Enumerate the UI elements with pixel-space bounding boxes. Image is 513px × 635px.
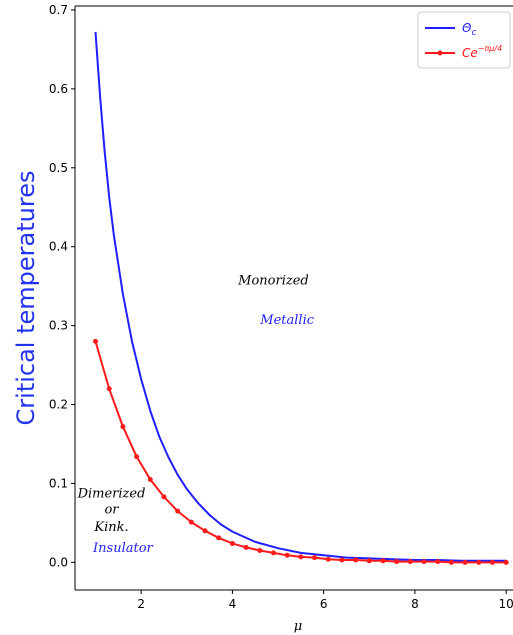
series-point-fit xyxy=(394,559,400,565)
y-axis-label: Critical temperatures xyxy=(12,171,40,426)
series-point-fit xyxy=(448,559,454,565)
y-tick-label: 0.0 xyxy=(49,555,68,569)
legend-marker-fit xyxy=(437,50,443,56)
series-point-fit xyxy=(353,557,359,563)
y-tick-label: 0.5 xyxy=(49,161,68,175)
y-tick-label: 0.6 xyxy=(49,82,68,96)
series-point-fit xyxy=(270,550,276,556)
series-point-fit xyxy=(462,559,468,565)
x-tick-label: 4 xyxy=(229,597,237,611)
series-line-theta xyxy=(94,31,507,562)
annotation-label: Kink. xyxy=(93,520,128,535)
series-point-fit xyxy=(298,554,304,560)
annotation-label: Insulator xyxy=(92,541,154,556)
legend: Θc Ce−πμ/4 xyxy=(417,11,511,69)
plot-area xyxy=(75,6,513,590)
series-point-fit xyxy=(366,558,372,564)
x-axis-ticks: 2 4 6 8 10 xyxy=(137,590,513,611)
series-point-fit xyxy=(202,528,208,534)
series-point-fit xyxy=(503,559,509,565)
x-axis-label: μ xyxy=(294,619,302,634)
series-point-fit xyxy=(229,540,235,546)
series-point-fit xyxy=(407,559,413,565)
annotation-label: Metallic xyxy=(259,313,314,328)
series-point-fit xyxy=(134,454,140,460)
series-point-fit xyxy=(435,559,441,565)
series-point-fit xyxy=(93,338,99,344)
y-tick-label: 0.2 xyxy=(49,398,68,412)
series-point-fit xyxy=(161,494,167,500)
series-point-fit xyxy=(476,559,482,565)
series-point-fit xyxy=(489,559,495,565)
y-axis-ticks: 0.0 0.1 0.2 0.3 0.4 0.5 0.6 0.7 xyxy=(49,3,75,569)
series-point-fit xyxy=(106,386,112,392)
series-point-fit xyxy=(175,508,181,514)
annotation-label: Dimerized xyxy=(77,487,146,502)
series-point-fit xyxy=(120,424,126,430)
series-point-fit xyxy=(243,544,249,550)
series-point-fit xyxy=(380,558,386,564)
series-point-fit xyxy=(339,557,345,563)
y-tick-label: 0.3 xyxy=(49,319,68,333)
x-tick-label: 2 xyxy=(137,597,145,611)
series-point-fit xyxy=(216,535,222,541)
x-tick-label: 8 xyxy=(411,597,419,611)
y-tick-label: 0.7 xyxy=(49,3,68,17)
series-point-fit xyxy=(188,519,194,525)
series-point-fit xyxy=(147,477,153,483)
y-tick-label: 0.1 xyxy=(49,476,68,490)
series-point-fit xyxy=(312,555,318,561)
series-point-fit xyxy=(325,556,331,562)
y-tick-label: 0.4 xyxy=(49,240,68,254)
series-point-fit xyxy=(421,559,427,565)
annotation-label: or xyxy=(104,502,119,517)
x-tick-label: 6 xyxy=(320,597,328,611)
annotation-label: Monorized xyxy=(237,274,309,289)
series-layer xyxy=(93,31,509,565)
x-tick-label: 10 xyxy=(499,597,513,611)
series-point-fit xyxy=(284,552,290,558)
series-point-fit xyxy=(257,548,263,554)
